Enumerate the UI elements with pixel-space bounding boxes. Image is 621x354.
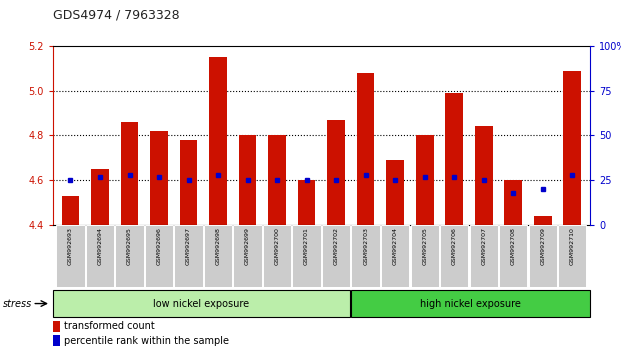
Text: GSM992710: GSM992710 xyxy=(569,227,575,264)
Bar xyxy=(175,225,202,287)
Bar xyxy=(233,225,261,287)
Bar xyxy=(204,225,232,287)
Bar xyxy=(53,321,60,332)
Bar xyxy=(145,225,173,287)
Text: GSM992702: GSM992702 xyxy=(333,227,338,265)
Text: GSM992705: GSM992705 xyxy=(422,227,427,264)
Text: low nickel exposure: low nickel exposure xyxy=(153,298,250,309)
Bar xyxy=(238,136,256,225)
Text: GSM992695: GSM992695 xyxy=(127,227,132,264)
Bar xyxy=(357,73,374,225)
Bar xyxy=(534,216,551,225)
Bar xyxy=(381,225,409,287)
Bar xyxy=(120,122,138,225)
Text: GDS4974 / 7963328: GDS4974 / 7963328 xyxy=(53,9,179,22)
Bar xyxy=(563,70,581,225)
Bar xyxy=(351,290,590,317)
Bar xyxy=(292,225,321,287)
Text: GSM992701: GSM992701 xyxy=(304,227,309,264)
Text: GSM992696: GSM992696 xyxy=(156,227,161,264)
Bar xyxy=(504,180,522,225)
Bar xyxy=(445,93,463,225)
Bar xyxy=(327,120,345,225)
Text: GSM992694: GSM992694 xyxy=(97,227,102,265)
Text: GSM992700: GSM992700 xyxy=(274,227,279,264)
Bar xyxy=(179,140,197,225)
Bar xyxy=(263,225,291,287)
Bar xyxy=(322,225,350,287)
Bar xyxy=(57,225,84,287)
Text: GSM992704: GSM992704 xyxy=(392,227,397,265)
Text: GSM992708: GSM992708 xyxy=(510,227,515,264)
Bar xyxy=(91,169,109,225)
Bar xyxy=(86,225,114,287)
Text: GSM992707: GSM992707 xyxy=(481,227,486,265)
Bar xyxy=(150,131,168,225)
Bar xyxy=(469,225,498,287)
Bar xyxy=(475,126,492,225)
Bar xyxy=(528,225,557,287)
Text: GSM992703: GSM992703 xyxy=(363,227,368,265)
Text: GSM992697: GSM992697 xyxy=(186,227,191,265)
Bar xyxy=(53,335,60,346)
Text: high nickel exposure: high nickel exposure xyxy=(420,298,521,309)
Bar xyxy=(268,136,286,225)
Text: GSM992699: GSM992699 xyxy=(245,227,250,265)
Bar xyxy=(61,196,79,225)
Bar xyxy=(440,225,468,287)
Bar xyxy=(416,136,433,225)
Text: GSM992709: GSM992709 xyxy=(540,227,545,265)
Bar xyxy=(386,160,404,225)
Text: transformed count: transformed count xyxy=(64,321,155,331)
Text: stress: stress xyxy=(3,298,32,309)
Bar xyxy=(53,290,350,317)
Text: GSM992706: GSM992706 xyxy=(451,227,456,264)
Text: percentile rank within the sample: percentile rank within the sample xyxy=(64,336,229,346)
Text: GSM992698: GSM992698 xyxy=(215,227,220,264)
Bar xyxy=(410,225,439,287)
Bar xyxy=(499,225,527,287)
Bar xyxy=(116,225,143,287)
Text: GSM992693: GSM992693 xyxy=(68,227,73,265)
Bar xyxy=(297,180,315,225)
Bar xyxy=(209,57,227,225)
Bar xyxy=(351,225,380,287)
Bar xyxy=(558,225,586,287)
